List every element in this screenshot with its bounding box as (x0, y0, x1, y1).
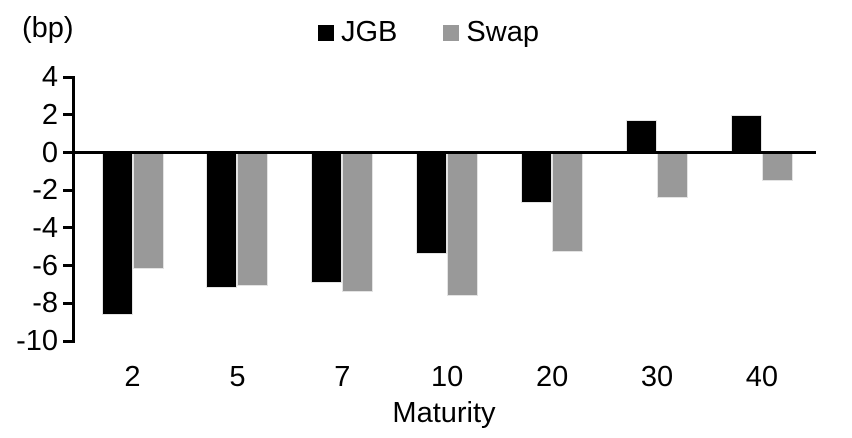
bar-jgb-2 (101, 152, 133, 315)
bar-swap-20 (552, 152, 584, 253)
bar-swap-40 (761, 152, 793, 181)
bar-jgb-5 (206, 152, 238, 289)
legend-label-swap: Swap (466, 16, 539, 48)
y-tick--8 (63, 301, 72, 305)
x-axis-line (72, 151, 816, 154)
bar-swap-5 (237, 152, 269, 287)
x-tick-label-20: 20 (535, 361, 569, 393)
bar-jgb-10 (416, 152, 448, 255)
bar-swap-10 (447, 152, 479, 296)
x-tick-label-10: 10 (431, 361, 464, 393)
bar-swap-7 (342, 152, 374, 293)
y-tick-label-2: 2 (41, 98, 58, 131)
legend-item-jgb: JGB (318, 18, 397, 47)
legend-label-jgb: JGB (341, 16, 398, 48)
x-tick-label-5: 5 (229, 361, 246, 393)
swap-swatch-icon (443, 24, 460, 41)
x-tick-label-30: 30 (640, 361, 674, 393)
y-tick--4 (63, 226, 72, 230)
y-tick-2 (63, 113, 72, 117)
legend-item-swap: Swap (443, 18, 539, 47)
legend: JGB Swap (318, 18, 539, 47)
y-tick-label--4: -4 (32, 211, 58, 244)
jgb-swatch-icon (318, 24, 334, 41)
y-tick-4 (63, 75, 72, 79)
y-tick--6 (63, 264, 72, 268)
bar-swap-2 (132, 152, 164, 270)
y-axis-line (72, 75, 75, 343)
y-tick--10 (63, 339, 72, 343)
y-tick-label-4: 4 (41, 61, 58, 94)
x-tick-label-40: 40 (745, 361, 779, 393)
y-tick-label--2: -2 (32, 174, 58, 207)
bar-jgb-40 (730, 114, 762, 153)
bar-jgb-7 (311, 152, 343, 283)
bar-swap-30 (657, 152, 688, 198)
bar-jgb-20 (521, 152, 553, 204)
y-tick-label--6: -6 (32, 249, 58, 282)
y-tick--2 (63, 188, 72, 192)
y-tick-label--10: -10 (16, 325, 58, 358)
x-tick-label-2: 2 (124, 361, 141, 393)
bar-jgb-30 (626, 120, 657, 153)
y-tick-0 (63, 151, 72, 154)
x-axis-title: Maturity (392, 397, 496, 429)
y-tick-label--8: -8 (32, 287, 58, 320)
y-axis-unit-label: (bp) (22, 12, 74, 44)
y-tick-label-0: 0 (41, 136, 58, 169)
x-tick-label-7: 7 (334, 361, 351, 393)
